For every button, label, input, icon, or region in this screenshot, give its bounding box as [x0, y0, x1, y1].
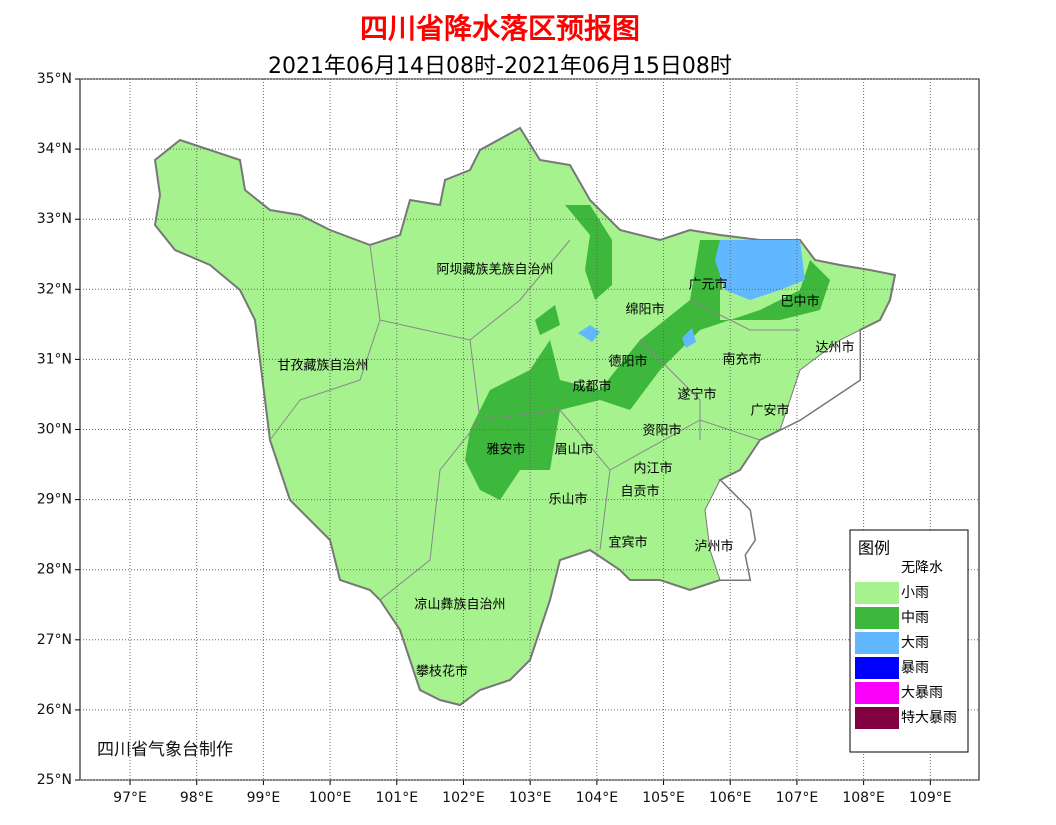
region-label: 遂宁市 [677, 387, 716, 403]
legend-label: 大暴雨 [901, 685, 943, 701]
lat-tick-label: 30°N [37, 422, 72, 438]
heavy-rain-area [578, 240, 805, 348]
lat-tick-label: 29°N [37, 492, 72, 508]
graticule: 97°E 98°E 99°E 100°E 101°E 102°E 103°E 104°E 105… [37, 71, 979, 806]
lat-tick-label: 27°N [37, 632, 72, 648]
legend-label: 中雨 [901, 610, 929, 626]
legend-label: 无降水 [901, 560, 943, 576]
title: 四川省降水落区预报图 [360, 12, 640, 45]
lat-tick-label: 33°N [37, 211, 72, 227]
region-label: 甘孜藏族自治州 [277, 358, 368, 374]
region-label: 南充市 [722, 352, 761, 368]
legend-swatch [855, 657, 899, 679]
region-label: 内江市 [633, 461, 672, 477]
lat-tick-label: 28°N [37, 562, 72, 578]
region-label: 绵阳市 [625, 302, 664, 318]
lon-tick-label: 99°E [247, 790, 281, 806]
legend-swatch [855, 582, 899, 604]
lat-tick-label: 35°N [37, 71, 72, 87]
lon-tick-label: 104°E [576, 790, 619, 806]
lon-tick-label: 106°E [709, 790, 752, 806]
county-borders [269, 239, 800, 601]
legend-swatch [855, 607, 899, 629]
lon-tick-label: 98°E [180, 790, 214, 806]
region-label: 资阳市 [642, 423, 681, 439]
legend-swatch [855, 632, 899, 654]
no-rain-area [704, 329, 861, 581]
lat-tick-label: 25°N [37, 772, 72, 788]
lon-tick-label: 102°E [442, 790, 485, 806]
lon-tick-label: 108°E [842, 790, 885, 806]
region-label: 攀枝花市 [416, 664, 468, 680]
region-label: 凉山彝族自治州 [414, 597, 505, 613]
lon-tick-label: 97°E [113, 790, 147, 806]
region-label: 广元市 [688, 277, 727, 293]
region-label: 自贡市 [620, 484, 659, 500]
legend-title: 图例 [858, 539, 890, 558]
legend-swatch [855, 557, 899, 579]
region-label: 眉山市 [554, 442, 593, 458]
lat-tick-label: 32°N [37, 281, 72, 297]
region-label: 阿坝藏族羌族自治州 [436, 262, 553, 278]
region-label: 雅安市 [486, 442, 525, 458]
lon-tick-label: 100°E [309, 790, 352, 806]
credit: 四川省气象台制作 [97, 740, 233, 760]
subtitle: 2021年06月14日08时-2021年06月15日08时 [268, 54, 732, 79]
lon-tick-label: 109°E [909, 790, 952, 806]
lon-tick-label: 103°E [509, 790, 552, 806]
region-label: 德阳市 [608, 354, 647, 370]
region-label: 巴中市 [780, 294, 819, 310]
legend-label: 大雨 [901, 635, 929, 651]
legend-label: 小雨 [901, 585, 929, 601]
lon-tick-label: 105°E [642, 790, 685, 806]
lat-tick-label: 34°N [37, 141, 72, 157]
region-label: 广安市 [750, 403, 789, 419]
legend-label: 特大暴雨 [901, 710, 957, 726]
moderate-rain-area [465, 205, 830, 500]
legend-label: 暴雨 [901, 660, 929, 676]
region-label: 乐山市 [548, 492, 587, 508]
lat-tick-label: 31°N [37, 351, 72, 367]
region-label: 达州市 [815, 340, 854, 356]
region-label: 泸州市 [694, 539, 733, 555]
region-label: 宜宾市 [608, 535, 647, 551]
lat-tick-label: 26°N [37, 702, 72, 718]
lon-tick-label: 107°E [776, 790, 819, 806]
legend-swatch [855, 707, 899, 729]
region-label: 成都市 [572, 379, 611, 395]
legend-swatch [855, 682, 899, 704]
precip-areas [153, 126, 897, 707]
lon-tick-label: 101°E [375, 790, 418, 806]
